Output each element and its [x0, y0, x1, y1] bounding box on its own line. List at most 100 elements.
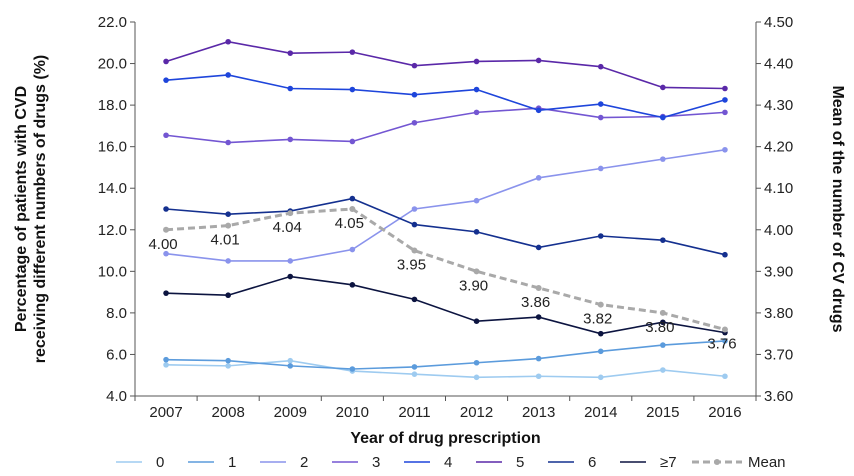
- x-tick-label: 2011: [398, 404, 430, 421]
- y-tick-label: 14.0: [98, 180, 127, 197]
- data-point-4: [163, 77, 169, 83]
- x-tick-label: 2009: [274, 404, 307, 421]
- series-line-5: [165, 40, 725, 90]
- data-point-1: [473, 359, 480, 366]
- data-point-0: [225, 363, 231, 369]
- mean-data-label: 3.80: [645, 319, 674, 336]
- legend-item: 1: [188, 454, 236, 471]
- y-tick-label: 8.0: [106, 305, 127, 322]
- data-point-3: [597, 114, 604, 121]
- data-point-5: [597, 63, 604, 70]
- legend-label: 4: [444, 454, 452, 471]
- legend-label: 2: [300, 454, 308, 471]
- y2-tick-label: 4.20: [764, 139, 793, 156]
- data-point-6: [349, 195, 356, 202]
- data-point-1: [163, 356, 169, 363]
- x-axis-title: Year of drug prescription: [350, 430, 540, 447]
- data-point-3: [411, 119, 418, 126]
- x-tick-label: 2007: [149, 404, 182, 421]
- y-axis-title-line: Percentage of patients with CVD: [13, 86, 30, 332]
- legend-label: 5: [516, 454, 524, 471]
- data-point-≥7: [349, 282, 356, 288]
- data-point-4: [535, 107, 542, 114]
- data-point-2: [163, 250, 169, 257]
- data-point-1: [660, 342, 666, 348]
- data-point-4: [722, 97, 728, 103]
- y2-tick-label: 3.90: [764, 263, 793, 280]
- data-point-2: [411, 206, 418, 212]
- data-point-5: [411, 62, 418, 69]
- data-point-4: [473, 86, 480, 93]
- legend-item: 6: [548, 454, 596, 471]
- data-point-0: [473, 374, 480, 381]
- data-point-0: [411, 371, 418, 377]
- data-point-3: [225, 139, 231, 146]
- mean-data-label: 4.00: [148, 236, 177, 253]
- data-point-6: [163, 206, 169, 212]
- data-point-4: [225, 72, 231, 78]
- y2-tick-label: 4.40: [764, 56, 793, 73]
- x-tick-label: 2015: [646, 404, 679, 421]
- y2-tick-label: 4.10: [764, 180, 793, 197]
- data-point-0: [535, 373, 542, 380]
- y-tick-label: 22.0: [98, 14, 127, 31]
- y-tick-label: 20.0: [98, 56, 127, 73]
- data-point-≥7: [411, 296, 418, 303]
- legend-label: Mean: [748, 454, 786, 471]
- x-tick-label: 2012: [460, 404, 493, 421]
- series-line-1: [166, 340, 726, 370]
- data-point-5: [722, 85, 728, 92]
- data-point-6: [225, 211, 231, 217]
- data-point-≥7: [535, 314, 542, 320]
- axis-labels: Year of drug prescription Percentage of p…: [13, 55, 846, 447]
- data-point-6: [660, 237, 666, 243]
- data-point-2: [722, 146, 728, 153]
- y2-tick-label: 4.50: [764, 14, 793, 31]
- mean-data-label: 4.01: [211, 232, 240, 249]
- data-point-2: [535, 175, 542, 181]
- legend-item: 5: [476, 454, 524, 471]
- data-point-1: [225, 357, 231, 364]
- data-point-4: [597, 101, 604, 107]
- data-point-2: [287, 258, 294, 264]
- mean-point: [535, 284, 542, 291]
- y2-tick-label: 3.60: [764, 388, 793, 405]
- mean-point: [287, 210, 294, 217]
- data-point-2: [225, 258, 231, 264]
- data-point-3: [287, 136, 294, 143]
- data-point-2: [660, 156, 666, 162]
- data-point-1: [287, 363, 294, 369]
- mean-point: [411, 247, 418, 254]
- mean-point: [659, 309, 666, 316]
- series-line-3: [165, 107, 726, 144]
- data-point-2: [473, 197, 480, 204]
- series-line-≥7: [166, 275, 726, 335]
- data-point-4: [287, 85, 294, 92]
- legend-item: ≥7: [620, 454, 677, 471]
- mean-data-label: 3.82: [583, 311, 612, 328]
- mean-data-label: 4.05: [335, 215, 364, 232]
- legend-label: ≥7: [660, 454, 677, 471]
- data-point-≥7: [225, 292, 231, 299]
- data-point-≥7: [660, 319, 666, 326]
- legend-label: 0: [156, 454, 164, 471]
- legend-label: 6: [588, 454, 596, 471]
- mean-data-label: 4.04: [273, 219, 302, 236]
- data-point-0: [597, 374, 604, 381]
- series-line-4: [165, 74, 726, 119]
- y-tick-label: 4.0: [106, 388, 127, 405]
- legend-label: 3: [372, 454, 380, 471]
- y-axis-title-line: receiving different numbers of drugs (%): [32, 55, 49, 363]
- data-point-2: [597, 165, 604, 172]
- data-point-3: [722, 109, 728, 116]
- data-point-4: [349, 86, 356, 93]
- series-line-2: [165, 148, 726, 262]
- data-point-5: [287, 50, 294, 56]
- mean-series: 4.00 4.01 4.04 4.05 3.95 3.90 3.86 3.82 3.80 3.76: [148, 206, 737, 353]
- y-tick-label: 6.0: [106, 346, 127, 363]
- legend-item: 3: [332, 454, 380, 471]
- mean-data-label: 3.76: [707, 336, 736, 353]
- x-tick-label: 2010: [336, 404, 369, 421]
- y2-tick-label: 3.80: [764, 305, 793, 322]
- x-tick-label: 2016: [708, 404, 741, 421]
